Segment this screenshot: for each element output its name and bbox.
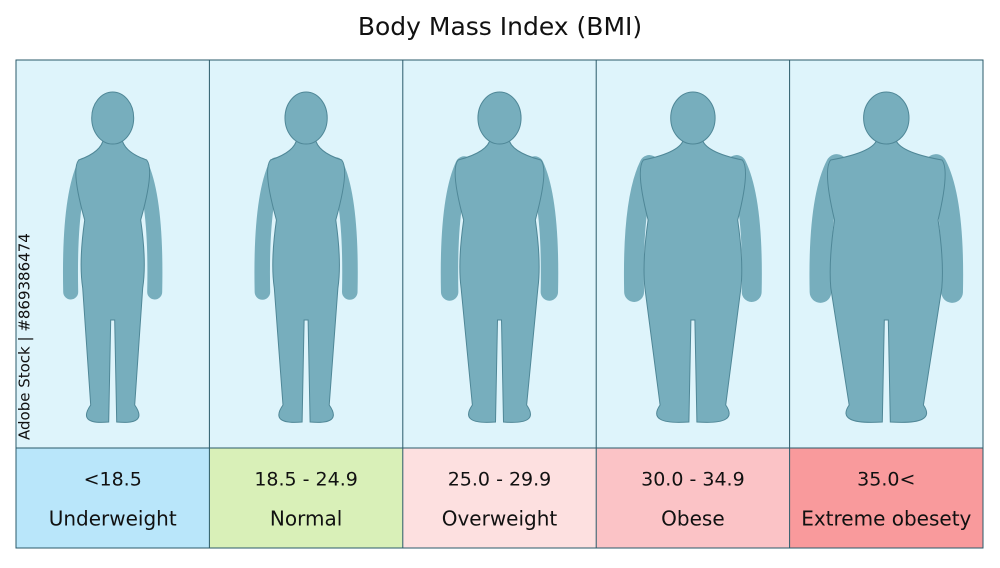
head bbox=[670, 91, 716, 145]
category-cell bbox=[789, 448, 983, 548]
category-cell bbox=[16, 448, 210, 548]
category-cell bbox=[209, 448, 403, 548]
head bbox=[477, 91, 522, 145]
head bbox=[91, 91, 135, 145]
bmi-range: 30.0 - 34.9 bbox=[641, 469, 745, 491]
columns: <18.5 Underweight 18.5 - 24.9 Normal 25.0 - … bbox=[16, 60, 983, 548]
category-cell bbox=[402, 448, 597, 548]
watermark: Adobe Stock | #869386474 bbox=[16, 233, 34, 440]
head bbox=[863, 91, 910, 145]
bmi-range: 25.0 - 29.9 bbox=[448, 469, 552, 491]
category-label: Overweight bbox=[442, 507, 558, 531]
head bbox=[284, 91, 328, 145]
body-silhouette bbox=[454, 137, 545, 423]
bmi-range: 35.0< bbox=[857, 469, 915, 491]
title: Body Mass Index (BMI) bbox=[358, 12, 642, 41]
category-label: Obese bbox=[661, 507, 724, 531]
frame bbox=[15, 59, 984, 549]
category-label: Extreme obesety bbox=[801, 507, 971, 531]
body-silhouette bbox=[75, 137, 151, 423]
bmi-range: 18.5 - 24.9 bbox=[254, 469, 358, 491]
category-label: Normal bbox=[270, 507, 342, 531]
category-label: Underweight bbox=[49, 507, 177, 531]
body-silhouette bbox=[826, 137, 946, 423]
bmi-range: <18.5 bbox=[84, 469, 142, 491]
body-silhouette bbox=[639, 137, 747, 423]
category-cell bbox=[596, 448, 790, 548]
body-silhouette bbox=[267, 137, 346, 423]
